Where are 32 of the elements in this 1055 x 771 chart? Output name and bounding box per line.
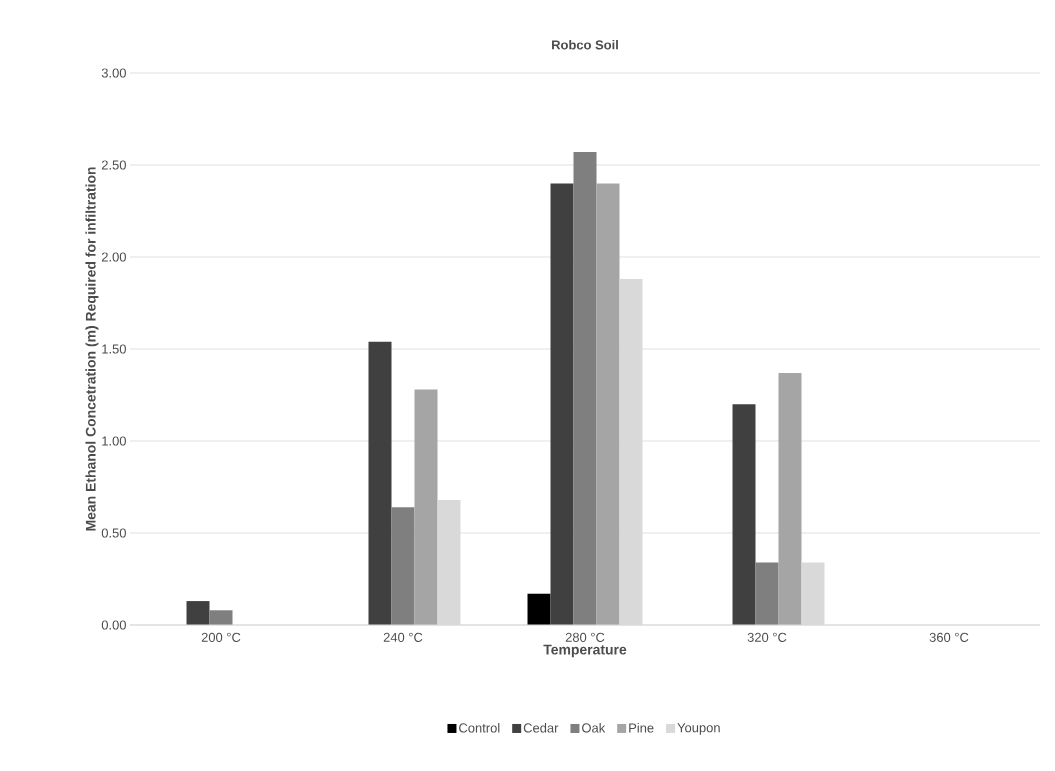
y-tick-label: 0.00: [101, 620, 126, 630]
y-tick-label: 0.50: [101, 528, 126, 538]
bar: [391, 507, 415, 625]
x-tick-label: 320 °C: [747, 632, 787, 642]
bar: [550, 183, 574, 625]
bar: [732, 404, 756, 625]
bar: [596, 183, 620, 625]
chart-title: Robco Soil: [552, 39, 618, 50]
x-tick-label: 200 °C: [201, 632, 241, 642]
x-tick-label: 360 °C: [929, 632, 969, 642]
bar: [186, 601, 210, 625]
legend-label: Youpon: [677, 723, 720, 735]
x-tick-label: 240 °C: [383, 632, 423, 642]
bar: [414, 389, 438, 625]
bar: [573, 152, 597, 625]
y-tick-label: 2.50: [101, 160, 126, 170]
y-axis-title: Mean Ethanol Concetration (m) Required for infiltration: [85, 167, 99, 531]
y-tick-label: 3.00: [101, 68, 126, 78]
legend-label: Cedar: [523, 723, 559, 733]
legend-label: Pine: [629, 723, 654, 733]
y-tick-label: 1.00: [102, 436, 126, 446]
y-tick-label: 1.50: [102, 344, 126, 354]
bar: [209, 610, 233, 625]
legend-label: Control: [459, 723, 500, 733]
bar: [368, 341, 392, 625]
legend-label: Oak: [582, 723, 606, 733]
y-tick-label: 2.00: [101, 252, 126, 262]
bar: [755, 562, 779, 625]
bar: [527, 593, 551, 625]
bar: [778, 372, 802, 625]
x-axis-title: Temperature: [543, 644, 627, 658]
x-tick-label: 280 °C: [565, 632, 605, 642]
